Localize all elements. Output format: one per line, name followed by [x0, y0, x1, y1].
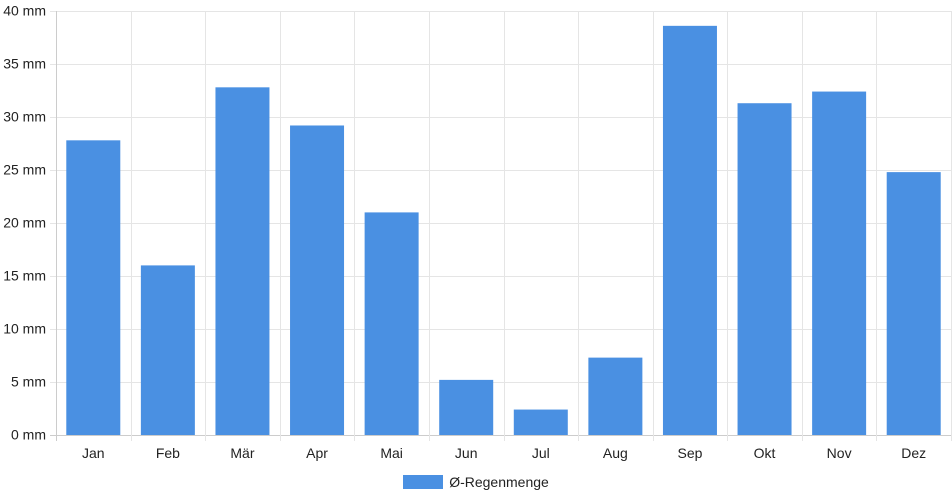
- x-tick-label: Feb: [156, 445, 180, 461]
- x-tick-label: Mai: [380, 445, 403, 461]
- x-tick-label: Apr: [306, 445, 328, 461]
- legend-label: Ø-Regenmenge: [449, 474, 549, 490]
- y-tick-label: 20 mm: [3, 215, 46, 231]
- x-tick-label: Dez: [901, 445, 926, 461]
- bar: [290, 125, 345, 435]
- x-axis-ticks: Jan Feb Mär Apr Mai Jun Jul Aug Sep Okt Nov Dez: [82, 445, 926, 461]
- x-tick-label: Aug: [603, 445, 628, 461]
- x-tick-label: Nov: [827, 445, 852, 461]
- bar: [140, 265, 195, 435]
- y-tick-label: 30 mm: [3, 109, 46, 125]
- bar-chart: 0 mm 5 mm 10 mm 15 mm 20 mm 25 mm 30 mm 35 mm 40…: [3, 3, 952, 461]
- y-tick-label: 5 mm: [11, 374, 46, 390]
- y-tick-label: 35 mm: [3, 56, 46, 72]
- x-tick-label: Okt: [754, 445, 776, 461]
- x-tick-label: Mär: [230, 445, 254, 461]
- x-tick-label: Jul: [532, 445, 550, 461]
- y-tick-label: 40 mm: [3, 3, 46, 19]
- bar: [439, 379, 494, 435]
- y-tick-label: 0 mm: [11, 427, 46, 443]
- bar: [588, 357, 643, 435]
- bar: [364, 212, 419, 435]
- bar: [886, 172, 941, 435]
- y-tick-label: 25 mm: [3, 162, 46, 178]
- x-tick-label: Sep: [677, 445, 702, 461]
- bar: [662, 25, 717, 436]
- x-tick-label: Jun: [455, 445, 478, 461]
- bar: [215, 87, 270, 435]
- x-tick-label: Jan: [82, 445, 105, 461]
- bar: [812, 91, 867, 435]
- bar: [737, 103, 792, 435]
- y-tick-label: 10 mm: [3, 321, 46, 337]
- bar: [513, 409, 568, 435]
- y-axis-ticks: 0 mm 5 mm 10 mm 15 mm 20 mm 25 mm 30 mm 35 mm 40…: [3, 3, 46, 443]
- bar: [66, 140, 121, 435]
- y-tick-label: 15 mm: [3, 268, 46, 284]
- bar-layer: [66, 25, 941, 436]
- legend-swatch: [403, 475, 444, 489]
- legend: Ø-Regenmenge: [0, 472, 952, 492]
